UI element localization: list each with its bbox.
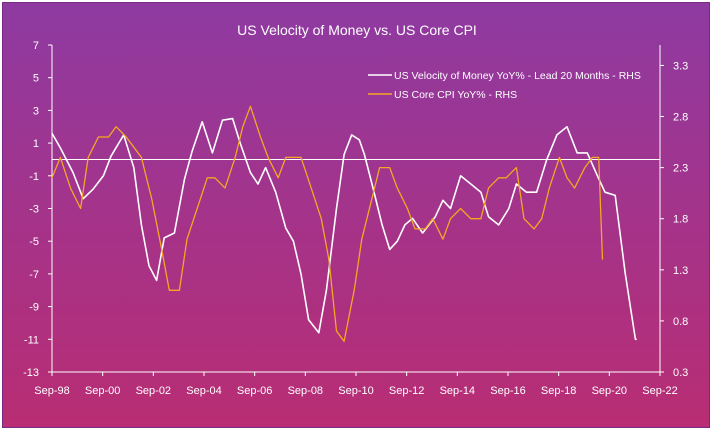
axes: 7 5 3 1 -1 -3 -5 -7 -9 -11 -13 3.3 2.8 2.3 1.8 1.3 0.8 0.… bbox=[23, 40, 688, 397]
left-tick-label: -11 bbox=[24, 334, 39, 346]
left-tick-label: -1 bbox=[29, 171, 39, 183]
right-tick-label: 1.8 bbox=[673, 214, 688, 226]
x-tick-label: Sep-04 bbox=[186, 385, 221, 397]
left-tick-label: -3 bbox=[29, 204, 39, 216]
chart-title: US Velocity of Money vs. US Core CPI bbox=[237, 22, 477, 38]
chart-frame bbox=[2, 2, 710, 428]
velocity-series-line bbox=[51, 117, 637, 341]
legend: US Velocity of Money YoY% - Lead 20 Mont… bbox=[368, 70, 641, 101]
x-tick-label: Sep-18 bbox=[541, 385, 576, 397]
legend-velocity-label: US Velocity of Money YoY% - Lead 20 Mont… bbox=[394, 70, 641, 82]
left-tick-label: -7 bbox=[29, 269, 39, 281]
x-tick-label: Sep-00 bbox=[85, 385, 120, 397]
x-tick-label: Sep-08 bbox=[288, 385, 323, 397]
right-tick-label: 2.3 bbox=[673, 163, 688, 175]
left-tick-label: 5 bbox=[33, 73, 39, 85]
left-tick-label: 1 bbox=[33, 138, 39, 150]
legend-cpi-label: US Core CPI YoY% - RHS bbox=[394, 89, 517, 101]
right-tick-label: 1.3 bbox=[673, 265, 688, 277]
left-tick-label: -13 bbox=[23, 367, 39, 379]
x-tick-label: Sep-16 bbox=[490, 385, 525, 397]
right-tick-label: 3.3 bbox=[673, 60, 688, 72]
right-tick-label: 0.3 bbox=[673, 367, 688, 379]
x-tick-label: Sep-22 bbox=[642, 385, 677, 397]
x-tick-label: Sep-14 bbox=[440, 385, 475, 397]
x-tick-label: Sep-10 bbox=[338, 385, 373, 397]
left-tick-label: -9 bbox=[29, 302, 39, 314]
x-tick-label: Sep-12 bbox=[389, 385, 424, 397]
left-tick-label: 3 bbox=[33, 105, 39, 117]
left-tick-label: 7 bbox=[33, 40, 39, 52]
right-tick-label: 2.8 bbox=[673, 112, 688, 124]
x-tick-label: Sep-98 bbox=[34, 385, 69, 397]
left-tick-label: -5 bbox=[29, 236, 39, 248]
x-tick-label: Sep-06 bbox=[237, 385, 272, 397]
core-cpi-series-line bbox=[51, 105, 604, 342]
x-tick-label: Sep-20 bbox=[592, 385, 627, 397]
right-tick-label: 0.8 bbox=[673, 316, 688, 328]
x-tick-label: Sep-02 bbox=[136, 385, 171, 397]
series-lines bbox=[51, 105, 637, 342]
